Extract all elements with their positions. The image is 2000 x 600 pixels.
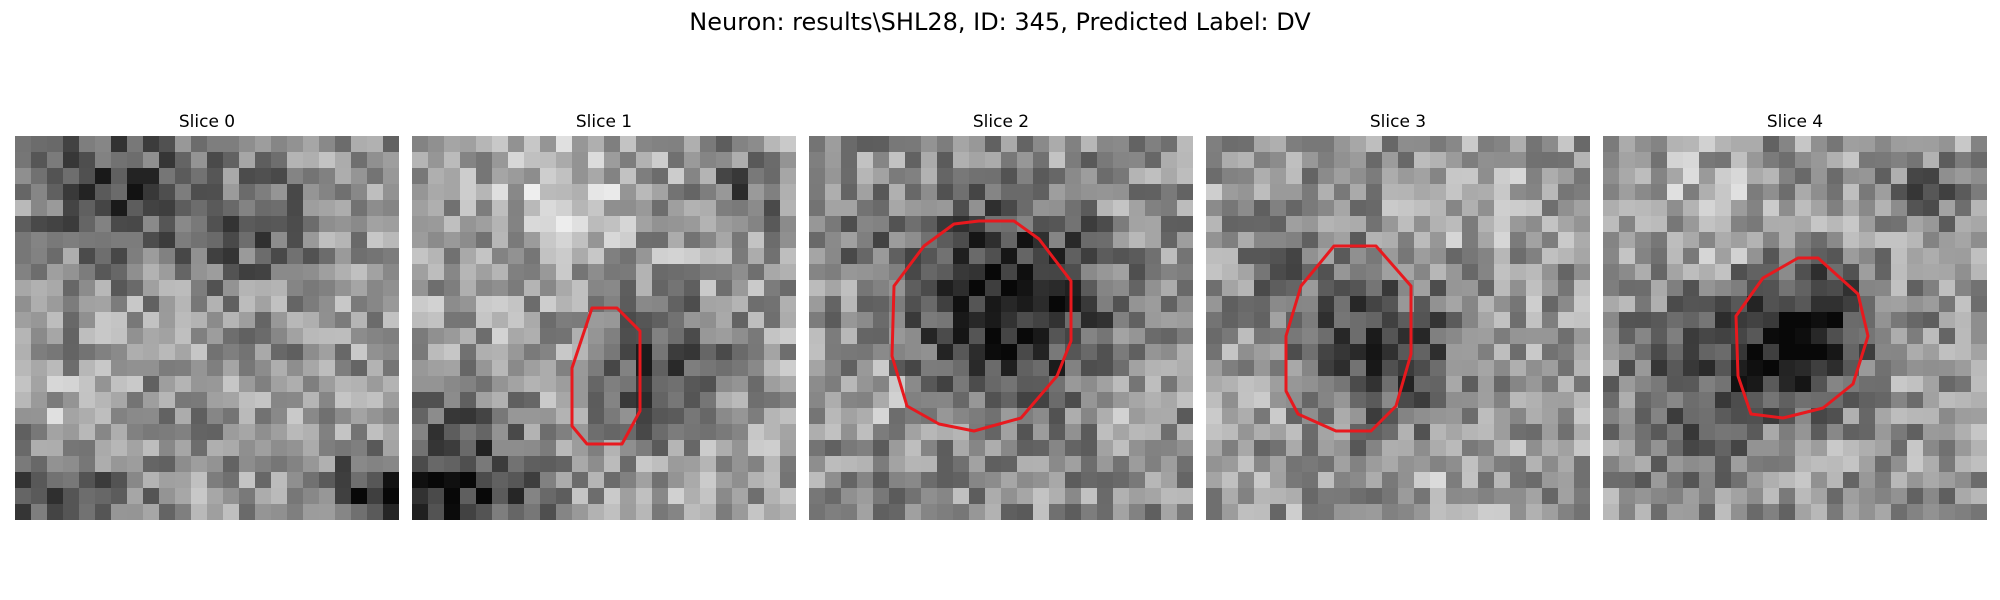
slice-image-2: [809, 136, 1193, 520]
slice-image-0: [15, 136, 399, 520]
figure-title: Neuron: results\SHL28, ID: 345, Predicte…: [0, 6, 2000, 38]
slice-panel-2: Slice 2: [809, 108, 1193, 520]
slice-panel-1: Slice 1: [412, 108, 796, 520]
slice-panel-3: Slice 3: [1206, 108, 1590, 520]
slice-image-4: [1603, 136, 1987, 520]
slice-panel-0: Slice 0: [15, 108, 399, 520]
slice-title-2: Slice 2: [809, 108, 1193, 136]
slice-title-1: Slice 1: [412, 108, 796, 136]
slice-title-3: Slice 3: [1206, 108, 1590, 136]
slice-title-0: Slice 0: [15, 108, 399, 136]
slice-image-1: [412, 136, 796, 520]
slice-image-3: [1206, 136, 1590, 520]
slice-panel-4: Slice 4: [1603, 108, 1987, 520]
slice-title-4: Slice 4: [1603, 108, 1987, 136]
